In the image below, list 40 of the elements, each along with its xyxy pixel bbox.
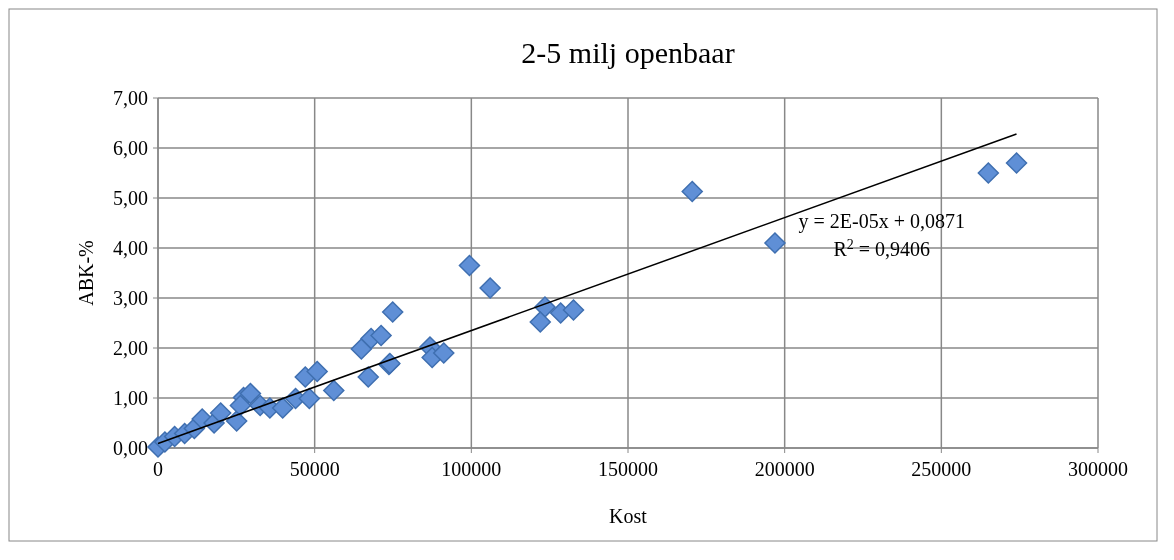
y-tick-label: 0,00 xyxy=(113,437,148,459)
x-tick-label: 0 xyxy=(153,458,163,480)
point xyxy=(229,394,252,417)
x-tick-label: 300000 xyxy=(1068,458,1128,480)
y-tick-label: 4,00 xyxy=(113,237,148,259)
x-tick-label: 150000 xyxy=(598,458,658,480)
x-axis-title: Kost xyxy=(609,505,648,527)
point xyxy=(323,379,345,402)
point xyxy=(479,277,501,299)
point xyxy=(681,180,703,203)
y-tick-label: 7,00 xyxy=(113,87,148,109)
y-tick-label: 2,00 xyxy=(113,337,148,359)
point xyxy=(209,402,232,424)
y-tick-label: 6,00 xyxy=(113,137,148,159)
y-axis-title: ABK-% xyxy=(75,240,97,306)
y-tick-label: 5,00 xyxy=(113,187,148,209)
point xyxy=(433,342,455,364)
point xyxy=(764,232,786,254)
point xyxy=(306,360,328,383)
point xyxy=(529,311,552,333)
x-tick-label: 100000 xyxy=(441,458,502,480)
point xyxy=(239,382,262,405)
annotation: y = 2E-05x + 0,0871 xyxy=(798,210,966,233)
point xyxy=(271,397,294,419)
x-tick-label: 50000 xyxy=(289,458,340,480)
point xyxy=(977,162,1000,184)
point xyxy=(381,301,404,323)
x-tick-label: 200000 xyxy=(754,458,815,480)
point xyxy=(1005,152,1028,174)
x-tick-label: 250000 xyxy=(911,458,972,480)
point xyxy=(350,338,373,360)
y-tick-label: 3,00 xyxy=(113,287,148,309)
point xyxy=(298,387,321,410)
point xyxy=(370,324,392,347)
point xyxy=(458,254,481,277)
annotation: R$^{2}$ = 0,9406 xyxy=(833,236,931,260)
point xyxy=(357,366,379,388)
y-tick-label: 1,00 xyxy=(113,387,148,409)
chart-title: 2-5 milj openbaar xyxy=(521,36,735,69)
point xyxy=(562,299,585,321)
